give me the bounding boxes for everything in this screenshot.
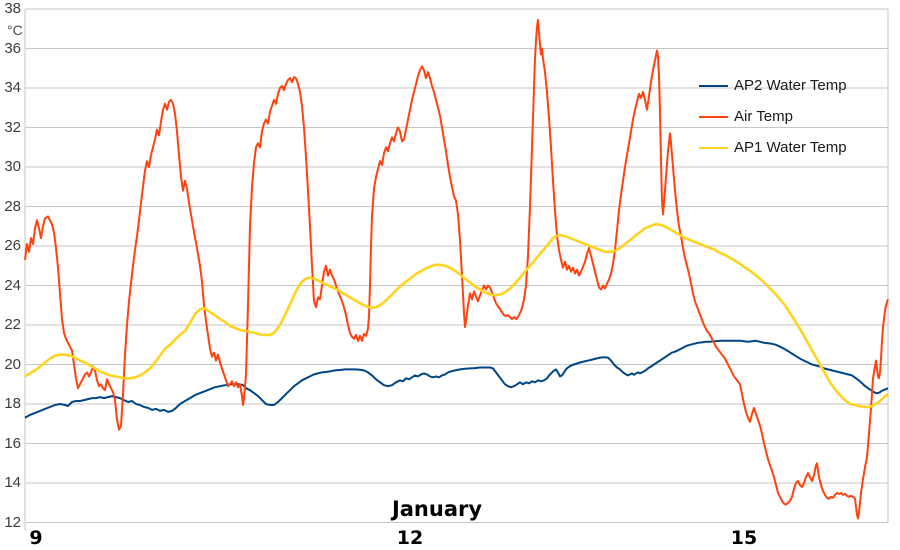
chart-legend: AP2 Water Temp Air Temp AP1 Water Temp [699,70,847,163]
legend-label: AP2 Water Temp [734,77,847,94]
y-axis-label: 28 [4,197,21,215]
y-axis-label: 16 [4,434,21,452]
y-axis-label: 34 [4,79,21,96]
y-axis-label: 20 [4,355,21,373]
series-air-temp [24,18,889,520]
x-axis-title: January [391,496,483,521]
legend-line-swatch-air [699,115,728,118]
legend-item-air-temp: Air Temp [699,101,847,132]
y-axis-label: 36 [4,39,21,57]
y-axis-label: 14 [4,474,21,491]
y-axis-label: 22 [4,316,21,333]
y-axis-label: 30 [4,158,21,175]
legend-label: AP1 Water Temp [734,139,847,156]
x-tick-label-9: 9 [29,526,43,549]
legend-label: Air Temp [734,108,793,125]
y-axis-label: 38 [4,0,21,17]
y-axis-label: 12 [4,513,21,531]
y-axis-label: 18 [4,395,21,412]
y-axis-label: 32 [4,118,21,136]
y-axis-label: 26 [4,237,21,254]
legend-line-swatch-ap2 [699,84,728,87]
y-axis-unit-label: °C [7,22,23,38]
series-ap2-water-temp [24,339,889,419]
legend-item-ap1-water-temp: AP1 Water Temp [699,132,847,163]
x-tick-label-12: 12 [396,526,424,549]
x-tick-label-15: 15 [730,526,758,549]
y-axis-label: 24 [4,276,21,294]
legend-line-swatch-ap1 [699,146,728,149]
legend-item-ap2-water-temp: AP2 Water Temp [699,70,847,101]
series-ap1-water-temp [24,223,889,409]
